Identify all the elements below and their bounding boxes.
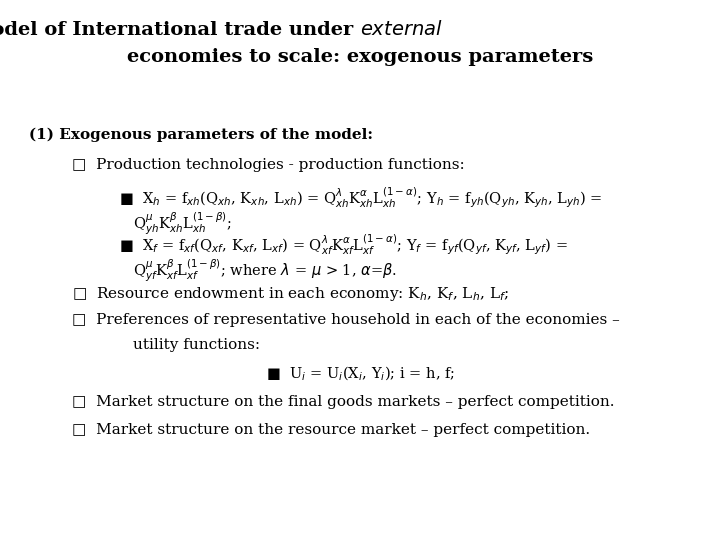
- Text: (1) Exogenous parameters of the model:: (1) Exogenous parameters of the model:: [29, 128, 373, 143]
- Text: □  Resource endowment in each economy: K$_h$, K$_f$, L$_h$, L$_f$;: □ Resource endowment in each economy: K$…: [72, 285, 509, 303]
- Text: Q$_{yh}^{\mu}$K$_{xh}^{\beta}$L$_{xh}^{(1-\beta)}$;: Q$_{yh}^{\mu}$K$_{xh}^{\beta}$L$_{xh}^{(…: [133, 210, 232, 237]
- Text: (7.3.) The model of International trade under: (7.3.) The model of International trade …: [0, 21, 360, 39]
- Text: □  Production technologies - production functions:: □ Production technologies - production f…: [72, 158, 464, 172]
- Text: Q$_{yf}^{\mu}$K$_{xf}^{\beta}$L$_{xf}^{(1-\beta)}$; where $\lambda$ = $\mu$ > 1,: Q$_{yf}^{\mu}$K$_{xf}^{\beta}$L$_{xf}^{(…: [133, 257, 397, 284]
- Text: $\blacksquare$  U$_i$ = U$_i$(X$_i$, Y$_i$); i = h, f;: $\blacksquare$ U$_i$ = U$_i$(X$_i$, Y$_i…: [266, 365, 456, 383]
- Text: □  Market structure on the resource market – perfect competition.: □ Market structure on the resource marke…: [72, 423, 590, 437]
- Text: □  Preferences of representative household in each of the economies –: □ Preferences of representative househol…: [72, 313, 620, 327]
- Text: economies to scale: exogenous parameters: economies to scale: exogenous parameters: [127, 48, 593, 66]
- Text: utility functions:: utility functions:: [133, 338, 261, 352]
- Text: $\blacksquare$  X$_f$ = f$_{xf}$(Q$_{xf}$, K$_{xf}$, L$_{xf}$) = Q$_{xf}^{\lambd: $\blacksquare$ X$_f$ = f$_{xf}$(Q$_{xf}$…: [119, 232, 568, 257]
- Text: $\mathbf{\it{external}}$: $\mathbf{\it{external}}$: [360, 20, 443, 39]
- Text: □  Market structure on the final goods markets – perfect competition.: □ Market structure on the final goods ma…: [72, 395, 614, 409]
- Text: $\blacksquare$  X$_h$ = f$_{xh}$(Q$_{xh}$, K$_{xh}$, L$_{xh}$) = Q$_{xh}^{\lambd: $\blacksquare$ X$_h$ = f$_{xh}$(Q$_{xh}$…: [119, 185, 603, 210]
